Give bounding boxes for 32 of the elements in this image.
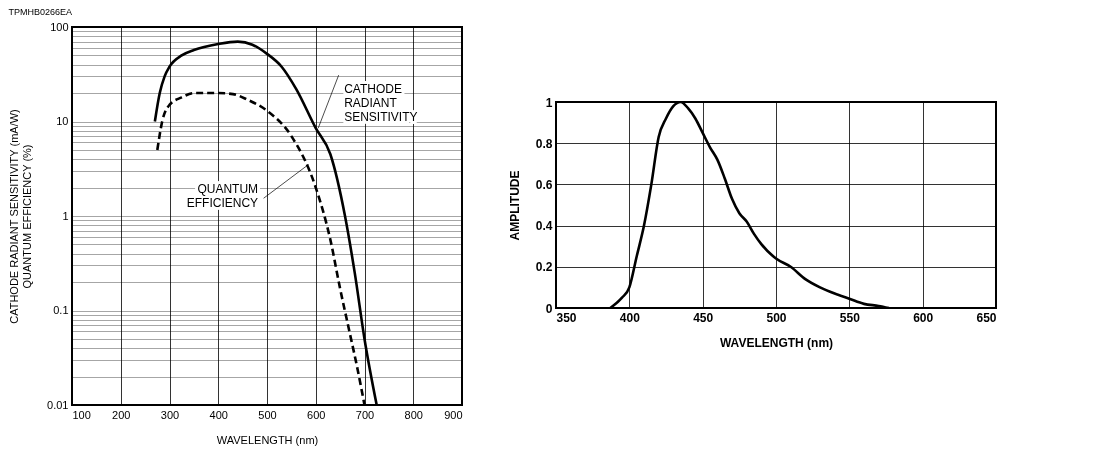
x-tick-label: 400 (619, 310, 641, 325)
x-tick-label: 800 (404, 408, 423, 421)
x-tick-label: 200 (112, 408, 131, 421)
x-axis-title: WAVELENGTH (nm) (719, 335, 834, 350)
x-tick-label: 600 (307, 408, 326, 421)
x-tick-label: 550 (839, 310, 861, 325)
y-tick-label: 0.8 (535, 136, 553, 151)
text: TPMHB0266EA (8, 7, 73, 17)
y-axis-title: AMPLITUDE (507, 170, 522, 241)
x-tick-label: 350 (556, 310, 577, 325)
y-tick-label: 0.2 (535, 260, 553, 275)
x-tick-label: 300 (160, 408, 180, 421)
y-tick-label: 0.01 (47, 398, 69, 411)
y-axis-title: CATHODE RADIANT SENSITIVITY (mA/W) QUANTUM EFFICIENCY (%) (8, 109, 34, 324)
x-tick-label: 650 (976, 310, 997, 325)
y-tick-label: 0.6 (535, 177, 553, 192)
x-tick-label: 900 (444, 408, 463, 421)
x-tick-label: 600 (913, 310, 934, 325)
x-tick-label: 500 (258, 408, 277, 421)
x-tick-label: 400 (209, 408, 228, 421)
y-tick-label: 1 (545, 95, 553, 110)
y-tick-label: 0.1 (53, 304, 69, 316)
y-tick-label: 10 (56, 115, 69, 127)
y-tick-label: 0.4 (535, 219, 553, 234)
x-axis-title: WAVELENGTH (nm) (216, 433, 319, 446)
x-tick-label: 500 (766, 310, 787, 325)
x-tick-label: 700 (355, 408, 375, 421)
y-tick-label: 100 (50, 20, 69, 33)
y-tick-label: 0 (545, 301, 553, 316)
x-tick-label: 100 (72, 408, 91, 421)
y-tick-label: 1 (62, 209, 69, 222)
x-tick-label: 450 (693, 310, 714, 325)
